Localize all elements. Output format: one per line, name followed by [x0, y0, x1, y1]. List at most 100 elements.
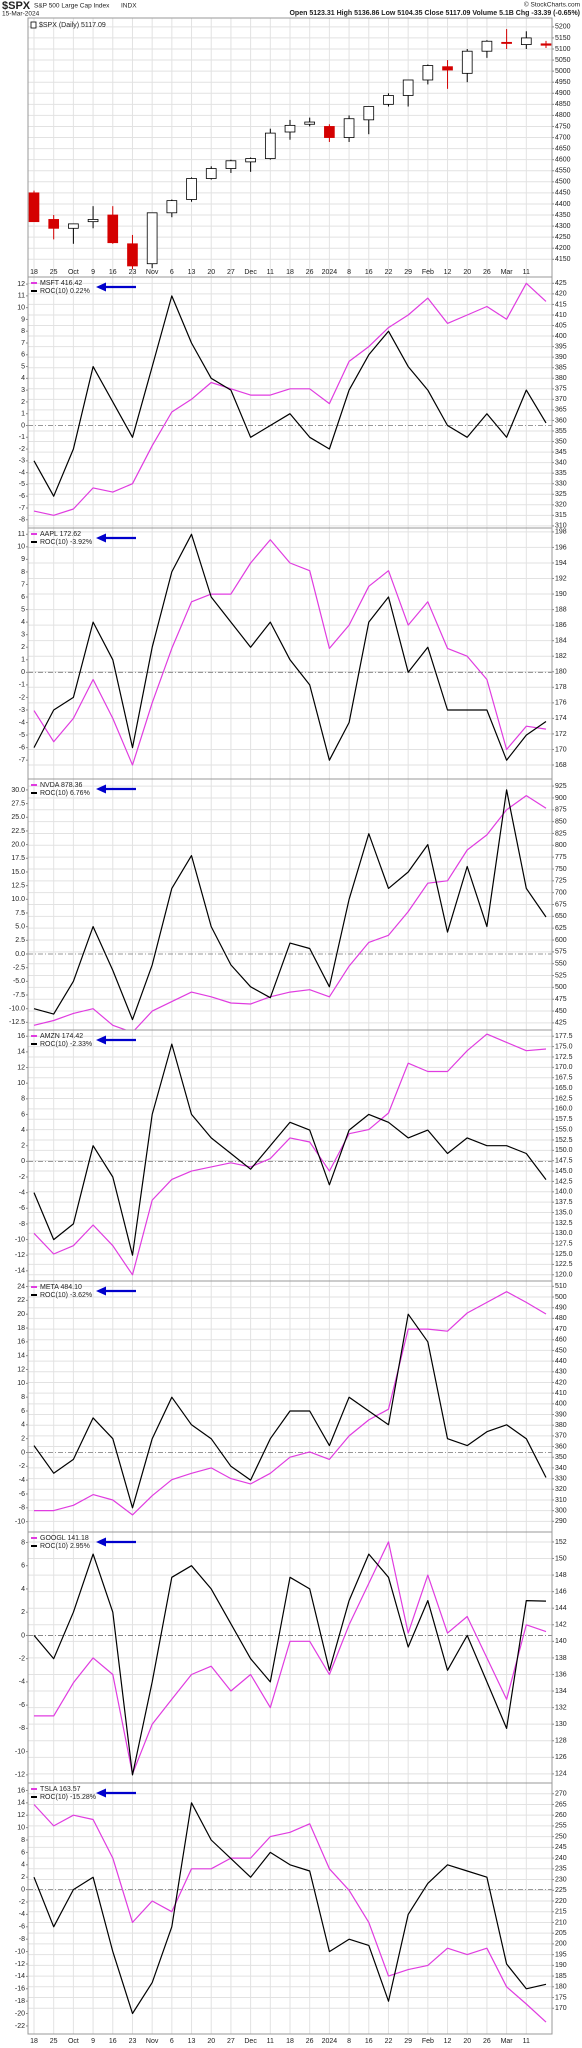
y2-tick-label: 144: [555, 1605, 567, 1612]
x-tick-label: 8: [347, 2038, 351, 2045]
y-tick-label: 2: [21, 1609, 25, 1616]
y2-tick-label: 135.0: [555, 1209, 573, 1216]
legend-label: NVDA 878.36: [40, 782, 83, 789]
y-tick-label: -3: [19, 458, 25, 465]
x-tick-label: Oct: [68, 2038, 79, 2045]
y-tick-label: 2: [21, 644, 25, 651]
y2-tick-label: 215: [555, 1909, 567, 1916]
y-tick-label: 0: [21, 1158, 25, 1165]
y2-tick-label: 128: [555, 1738, 567, 1745]
quote: Open 5123.31 High 5136.86 Low 5104.35 Cl…: [289, 10, 580, 17]
y2-tick-label: 195: [555, 1951, 567, 1958]
y-tick-label: 12: [17, 1064, 25, 1071]
x-tick-label: 25: [50, 2038, 58, 2045]
y-tick-label: -2: [19, 1174, 25, 1181]
y-tick-label: 10: [17, 1824, 25, 1831]
x-tick-label: 16: [365, 269, 373, 276]
y-tick-label: 18: [17, 1325, 25, 1332]
y-tick-label: 8: [21, 1394, 25, 1401]
y2-tick-label: 380: [555, 375, 567, 382]
y-tick-label: 10: [17, 544, 25, 551]
y2-tick-label: 425: [555, 1020, 567, 1027]
legend-swatch: [30, 21, 37, 29]
y-tick-label: -7: [19, 757, 25, 764]
x-tick-label: Nov: [146, 2038, 159, 2045]
arrow-head: [96, 1286, 106, 1296]
y-tick-label: 7.5: [15, 910, 25, 917]
y2-tick-label: 178: [555, 684, 567, 691]
x-tick-label: 20: [463, 269, 471, 276]
y-tick-label: 5.0: [15, 923, 25, 930]
x-tick-label: 22: [385, 2038, 393, 2045]
y2-tick-label: 4200: [555, 245, 571, 252]
x-tick-label: 23: [129, 2038, 137, 2045]
y-tick-label: -14: [15, 1268, 25, 1275]
candle-body: [205, 168, 217, 179]
y2-tick-label: 210: [555, 1919, 567, 1926]
y2-tick-label: 142: [555, 1622, 567, 1629]
y2-tick-label: 365: [555, 407, 567, 414]
candle-body: [422, 65, 434, 81]
y-tick-label: 12.5: [11, 882, 25, 889]
y2-tick-label: 120.0: [555, 1272, 573, 1279]
y2-tick-label: 127.5: [555, 1241, 573, 1248]
y2-tick-label: 200: [555, 1941, 567, 1948]
y-tick-label: 7: [21, 340, 25, 347]
y2-tick-label: 825: [555, 830, 567, 837]
x-tick-label: Feb: [422, 2038, 434, 2045]
x-tick-label: 22: [385, 269, 393, 276]
y-tick-label: 14: [17, 1049, 25, 1056]
y2-tick-label: 260: [555, 1812, 567, 1819]
y-tick-label: 17.5: [11, 855, 25, 862]
x-tick-label: 29: [404, 2038, 412, 2045]
y2-tick-label: 125.0: [555, 1251, 573, 1258]
series-line: [33, 282, 547, 516]
y-tick-label: 1: [21, 657, 25, 664]
y-tick-label: 10: [17, 304, 25, 311]
y2-tick-label: 450: [555, 1347, 567, 1354]
y-tick-label: 2: [21, 1143, 25, 1150]
y2-tick-label: 335: [555, 470, 567, 477]
y2-tick-label: 775: [555, 854, 567, 861]
y2-tick-label: 4950: [555, 79, 571, 86]
y2-tick-label: 430: [555, 1369, 567, 1376]
candle-body: [28, 192, 40, 223]
y2-tick-label: 355: [555, 428, 567, 435]
y2-tick-label: 245: [555, 1844, 567, 1851]
y2-tick-label: 140: [555, 1638, 567, 1645]
y2-tick-label: 152: [555, 1539, 567, 1546]
y2-tick-label: 130: [555, 1721, 567, 1728]
y2-tick-label: 450: [555, 1008, 567, 1015]
y-tick-label: 8: [21, 1539, 25, 1546]
series-line: [33, 1804, 547, 2023]
legend-swatch: [31, 792, 37, 794]
candle-body: [402, 79, 414, 96]
y2-tick-label: 340: [555, 459, 567, 466]
legend-label: $SPX (Daily) 5117.09: [39, 22, 106, 29]
y-tick-label: 12: [17, 1812, 25, 1819]
legend-swatch: [31, 1035, 37, 1037]
y2-tick-label: 370: [555, 1433, 567, 1440]
y2-tick-label: 4650: [555, 145, 571, 152]
y-tick-label: -10: [15, 1236, 25, 1243]
y-tick-label: -4: [19, 1189, 25, 1196]
y2-tick-label: 172: [555, 731, 567, 738]
y-tick-label: 4: [21, 619, 25, 626]
y2-tick-label: 500: [555, 984, 567, 991]
y-tick-label: -6: [19, 493, 25, 500]
y2-tick-label: 4550: [555, 168, 571, 175]
series-line: [33, 1033, 547, 1276]
y-tick-label: 8: [21, 328, 25, 335]
y2-tick-label: 4300: [555, 223, 571, 230]
y2-tick-label: 325: [555, 491, 567, 498]
x-tick-label: 20: [207, 269, 215, 276]
legend-label: AMZN 174.42: [40, 1033, 83, 1040]
y-tick-label: 0: [21, 1449, 25, 1456]
y-tick-label: -1: [19, 682, 25, 689]
series-line: [33, 1802, 547, 2015]
candle-body: [68, 223, 79, 229]
x-tick-label: 25: [50, 269, 58, 276]
y-tick-label: 4: [21, 1862, 25, 1869]
x-tick-label: 16: [109, 269, 117, 276]
y2-tick-label: 4350: [555, 212, 571, 219]
